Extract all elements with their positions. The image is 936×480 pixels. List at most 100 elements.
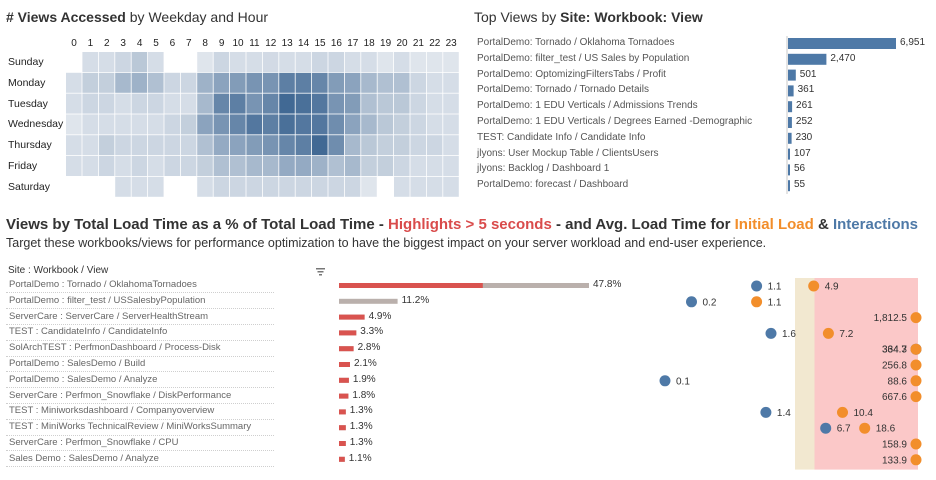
initial-load-label: 7.2	[839, 329, 853, 340]
heatmap-cell	[328, 72, 344, 93]
heatmap-cell	[115, 156, 131, 176]
row-divider	[6, 308, 274, 310]
heatmap-title-rest: by Weekday and Hour	[125, 9, 269, 25]
topview-value: 107	[794, 147, 811, 159]
heatmap-cell	[443, 93, 459, 114]
heatmap-cell	[66, 156, 82, 176]
initial-load-dot	[910, 312, 922, 324]
sort-icon[interactable]	[316, 264, 327, 277]
heatmap-cell	[262, 135, 279, 156]
heatmap-cell	[279, 52, 295, 72]
heatmap-cell	[98, 52, 115, 72]
row-divider	[6, 323, 274, 325]
topview-label: PortalDemo: Tornado / Tornado Details	[477, 84, 649, 96]
heatmap-cell	[279, 156, 295, 176]
loadtime-title-highlight: Highlights > 5 seconds	[388, 216, 552, 233]
heatmap-cell	[295, 156, 312, 176]
heatmap-cell	[443, 52, 459, 72]
heatmap-cell	[148, 114, 164, 135]
hour-label: 13	[281, 38, 293, 49]
heatmap-cell	[180, 135, 197, 156]
heatmap-cell	[197, 156, 213, 176]
topview-bar	[788, 53, 827, 65]
heatmap-cell	[213, 114, 230, 135]
topview-bar	[788, 117, 792, 128]
loadpct-bar-highlight	[339, 283, 483, 288]
heatmap-cell	[361, 93, 377, 114]
day-label: Sunday	[8, 56, 44, 68]
loadtime-title-part1: Views by Total Load Time as a % of Total…	[6, 216, 389, 233]
view-label: ServerCare : Perfmon_Snowflake / DiskPer…	[9, 389, 232, 401]
loadtime-title-initial: Initial Load	[734, 216, 814, 233]
loadtime-subtitle: Target these workbooks/views for perform…	[6, 236, 767, 250]
interactions-dot	[760, 406, 772, 418]
heatmap-cell	[279, 93, 295, 114]
heatmap-cell	[426, 52, 443, 72]
heatmap-cell	[279, 135, 295, 156]
heatmap-cell	[164, 156, 180, 176]
heatmap-cell	[377, 52, 394, 72]
heatmap-cell	[246, 156, 262, 176]
interactions-label: 1.4	[777, 408, 791, 419]
heatmap-cell	[443, 176, 459, 197]
heatmap-cell	[230, 176, 246, 197]
heatmap-cell	[82, 176, 98, 197]
heatmap-cell	[230, 93, 246, 114]
heatmap-cell	[246, 72, 262, 93]
day-label: Tuesday	[8, 97, 48, 110]
interactions-label: 0.2	[703, 297, 717, 308]
heatmap-cell	[262, 52, 279, 72]
hour-label: 1	[87, 38, 94, 49]
heatmap-cell	[82, 156, 98, 176]
heatmap-cell	[312, 72, 328, 93]
heatmap-cell	[82, 135, 98, 156]
topview-label: PortalDemo: filter_test / US Sales by Po…	[477, 52, 690, 64]
heatmap-cell	[361, 114, 377, 135]
heatmap-cell	[98, 93, 115, 114]
hour-label: 15	[314, 38, 326, 49]
topview-bar	[788, 101, 793, 113]
view-label: TEST : MiniWorks TechnicalReview / MiniW…	[9, 421, 252, 433]
initial-load-label: 158.9	[882, 440, 907, 451]
loadpct-label: 2.8%	[357, 342, 381, 354]
topview-value: 261	[796, 100, 813, 112]
heatmap-cell	[443, 135, 459, 156]
loadpct-label: 1.9%	[352, 373, 376, 385]
topview-value: 230	[795, 131, 813, 143]
hour-label: 19	[380, 38, 392, 49]
heatmap-cell	[426, 93, 443, 114]
hour-label: 4	[136, 38, 143, 49]
heatmap-cell	[344, 156, 361, 176]
hour-label: 6	[169, 38, 176, 49]
row-divider	[6, 371, 274, 373]
heatmap-cell	[148, 156, 164, 176]
heatmap-cell	[394, 156, 410, 176]
hour-label: 5	[153, 38, 159, 49]
view-label: PortalDemo : SalesDemo / Analyze	[9, 373, 158, 385]
row-divider	[6, 466, 274, 468]
heatmap-cell	[426, 114, 443, 135]
initial-load-dot	[808, 280, 820, 292]
initial-load-dot	[822, 327, 834, 339]
loadpct-label: 4.9%	[368, 310, 392, 322]
view-label: TEST : CandidateInfo / CandidateInfo	[9, 326, 168, 338]
heatmap-cell	[180, 156, 197, 176]
interactions-dot	[751, 280, 763, 292]
topview-label: TEST: Candidate Info / Candidate Info	[477, 131, 646, 143]
sort-icon-glyph[interactable]	[316, 267, 327, 277]
topview-bar	[788, 69, 796, 81]
heatmap-cell	[328, 176, 344, 197]
topview-label: jlyons: User Mockup Table / ClientsUsers	[477, 147, 659, 159]
heatmap-cell	[312, 135, 328, 156]
heatmap-cell	[148, 176, 164, 197]
heatmap-cell	[197, 176, 213, 197]
hour-label: 10	[232, 38, 244, 49]
heatmap-cell	[361, 52, 377, 72]
heatmap-cell	[148, 93, 164, 114]
loadpct-bar-highlight	[339, 409, 346, 415]
initial-load-dot	[837, 406, 848, 418]
heatmap-cell	[82, 114, 98, 135]
hour-label: 14	[298, 38, 310, 49]
heatmap-cell	[82, 93, 98, 114]
